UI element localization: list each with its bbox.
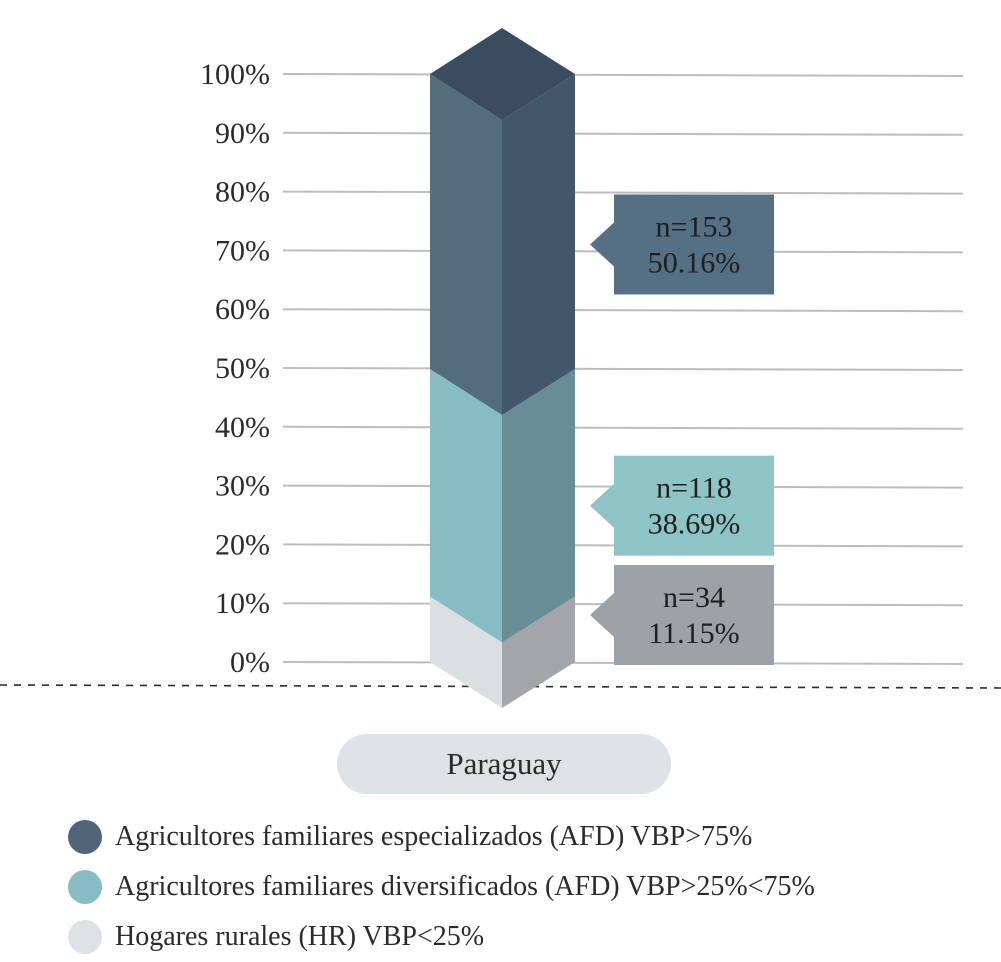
- data-label-percent: 38.69%: [648, 508, 741, 541]
- data-label-percent: 11.15%: [648, 617, 739, 650]
- y-tick-label: 30%: [215, 470, 270, 503]
- legend-swatch-dark-icon: [68, 820, 102, 854]
- bar-segment-front: [430, 74, 502, 415]
- data-label-n: n=118: [656, 472, 732, 505]
- category-label: Paraguay: [446, 746, 562, 781]
- grid-line: [282, 131, 964, 136]
- legend: Agricultores familiares especializados (…: [68, 812, 968, 962]
- y-tick-label: 80%: [215, 176, 270, 209]
- legend-item-afd-especializados: Agricultores familiares especializados (…: [68, 812, 968, 862]
- legend-label: Agricultores familiares especializados (…: [115, 821, 753, 852]
- data-label-n: n=34: [663, 581, 725, 614]
- y-tick-label: 50%: [215, 352, 270, 385]
- legend-item-hogares-rurales: Hogares rurales (HR) VBP<25%: [68, 912, 968, 962]
- y-tick-label: 60%: [215, 293, 270, 326]
- legend-label: Hogares rurales (HR) VBP<25%: [115, 921, 485, 952]
- y-tick-label: 100%: [200, 58, 270, 91]
- y-tick-label: 70%: [215, 234, 270, 267]
- legend-swatch-light-icon: [68, 920, 102, 954]
- category-label-pill: Paraguay: [337, 734, 671, 794]
- bar-segment-front: [430, 596, 502, 708]
- grid-line: [282, 73, 964, 77]
- bar-3d-column: [430, 28, 575, 708]
- grid-line: [282, 308, 964, 313]
- grid-lines: [282, 73, 964, 665]
- callout-pointer: [590, 483, 614, 528]
- grid-line: [282, 425, 964, 430]
- data-label-percent: 50.16%: [648, 246, 741, 279]
- data-label-n: n=153: [656, 210, 733, 243]
- bar-segment-side: [502, 596, 575, 708]
- y-tick-label: 10%: [215, 587, 270, 620]
- bar-top-cap: [430, 28, 575, 120]
- legend-label: Agricultores familiares diversificados (…: [115, 871, 815, 902]
- callout-box: [614, 455, 774, 556]
- bar-segment-side: [502, 74, 575, 415]
- y-tick-label: 40%: [215, 411, 270, 444]
- y-axis-ticks: 0% 10% 20% 30% 40% 50% 60% 70% 80% 90% 100%: [200, 58, 270, 679]
- y-tick-label: 0%: [230, 646, 270, 679]
- legend-swatch-teal-icon: [68, 870, 102, 904]
- y-tick-label: 20%: [215, 528, 270, 561]
- callout-pointer: [590, 222, 614, 267]
- bar-segment-side: [502, 368, 575, 643]
- grid-line: [282, 367, 964, 371]
- y-tick-label: 90%: [215, 117, 270, 150]
- callout-box: [614, 194, 774, 295]
- bar-segment-front: [430, 368, 502, 643]
- legend-item-afd-diversificados: Agricultores familiares diversificados (…: [68, 862, 968, 912]
- grid-line: [282, 190, 964, 195]
- callout-box: [614, 565, 774, 665]
- callout-pointer: [590, 593, 614, 637]
